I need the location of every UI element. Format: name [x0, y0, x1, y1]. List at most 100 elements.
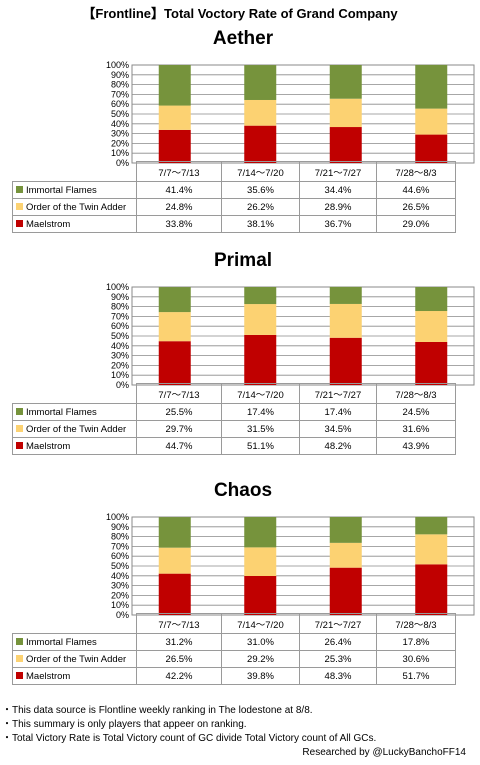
y-tick-label: 40% — [111, 119, 129, 129]
data-table: 7/7～7/13 7/14～7/20 7/21～7/27 7/28～8/3 Immort… — [12, 613, 456, 685]
legend-entry: Immortal Flames — [12, 403, 137, 421]
table-corner — [12, 161, 137, 182]
y-tick-label: 90% — [111, 522, 129, 532]
data-label: 17.4% — [221, 403, 300, 421]
table-row: Order of the Twin Adder 29.7% 31.5% 34.5% 31… — [12, 420, 456, 438]
y-tick-label: 10% — [111, 600, 129, 610]
stacked-bar-chart: 100%90%80%70%60%50%40%30%20%10%0% — [106, 60, 475, 168]
data-label: 34.5% — [299, 420, 377, 438]
bar-segment-immortal-flames — [415, 287, 448, 312]
data-label: 36.7% — [299, 215, 377, 233]
data-label: 34.4% — [299, 181, 377, 199]
data-label: 51.1% — [221, 437, 300, 455]
legend-entry: Order of the Twin Adder — [12, 650, 137, 668]
bar-segment-order-of-the-twin-adder — [329, 303, 362, 338]
chart-title: Primal — [213, 250, 273, 271]
x-category-label: 7/28～8/3 — [376, 161, 456, 182]
table-row: Maelstrom 44.7% 51.1% 48.2% 43.9% — [12, 437, 456, 455]
y-tick-label: 50% — [111, 331, 129, 341]
series-name: Order of the Twin Adder — [26, 423, 127, 435]
data-label: 35.6% — [221, 181, 300, 199]
bar-segment-order-of-the-twin-adder — [329, 542, 362, 568]
y-tick-label: 70% — [111, 89, 129, 99]
bar-segment-maelstrom — [415, 341, 448, 385]
data-label: 26.2% — [221, 198, 300, 216]
legend-entry: Order of the Twin Adder — [12, 420, 137, 438]
data-label: 30.6% — [376, 650, 456, 668]
series-name: Immortal Flames — [26, 406, 97, 418]
bar-segment-immortal-flames — [415, 64, 448, 109]
table-row: Maelstrom 33.8% 38.1% 36.7% 29.0% — [12, 215, 456, 233]
table-corner — [12, 613, 137, 634]
legend-swatch — [16, 441, 23, 449]
y-tick-label: 50% — [111, 109, 129, 119]
bar-segment-immortal-flames — [329, 65, 362, 99]
y-tick-label: 60% — [111, 99, 129, 109]
table-row: Immortal Flames 25.5% 17.4% 17.4% 24.5% — [12, 403, 456, 421]
x-category-label: 7/7～7/13 — [136, 161, 222, 182]
bar-segment-order-of-the-twin-adder — [415, 108, 448, 135]
y-tick-label: 60% — [111, 551, 129, 561]
note-1: ・This data source is Flontline weekly ra… — [2, 705, 313, 716]
table-corner — [12, 383, 137, 404]
y-tick-label: 10% — [111, 148, 129, 158]
bar-segment-maelstrom — [329, 337, 362, 385]
x-category-label: 7/21～7/27 — [299, 383, 377, 404]
table-row: Order of the Twin Adder 26.5% 29.2% 25.3% 30… — [12, 650, 456, 668]
table-row: Maelstrom 42.2% 39.8% 48.3% 51.7% — [12, 667, 456, 685]
stacked-bar-chart: 100%90%80%70%60%50%40%30%20%10%0% — [106, 512, 475, 620]
data-label: 44.7% — [136, 437, 222, 455]
y-tick-label: 70% — [111, 541, 129, 551]
bar-segment-immortal-flames — [415, 516, 448, 535]
data-label: 33.8% — [136, 215, 222, 233]
x-category-label: 7/28～8/3 — [376, 613, 456, 634]
bar-segment-immortal-flames — [329, 286, 362, 304]
bar-segment-order-of-the-twin-adder — [158, 105, 191, 130]
bar-segment-immortal-flames — [244, 287, 277, 305]
series-name: Maelstrom — [26, 670, 71, 682]
legend-swatch — [16, 202, 23, 210]
data-label: 43.9% — [376, 437, 456, 455]
x-category-label: 7/14～7/20 — [221, 613, 300, 634]
data-label: 31.2% — [136, 633, 222, 651]
data-label: 29.7% — [136, 420, 222, 438]
y-tick-label: 30% — [111, 581, 129, 591]
bar-segment-maelstrom — [244, 334, 277, 385]
bar-segment-maelstrom — [415, 564, 448, 615]
x-category-label: 7/28～8/3 — [376, 383, 456, 404]
legend-entry: Immortal Flames — [12, 181, 137, 199]
series-name: Order of the Twin Adder — [26, 201, 127, 213]
x-category-label: 7/21～7/27 — [299, 161, 377, 182]
bar-segment-order-of-the-twin-adder — [244, 547, 277, 576]
table-row: Immortal Flames 41.4% 35.6% 34.4% 44.6% — [12, 181, 456, 199]
y-tick-label: 80% — [111, 302, 129, 312]
y-tick-label: 100% — [106, 60, 129, 70]
bar-segment-maelstrom — [329, 127, 362, 163]
chart-title: Aether — [212, 28, 274, 49]
data-label: 24.5% — [376, 403, 456, 421]
legend-entry: Immortal Flames — [12, 633, 137, 651]
data-label: 31.0% — [221, 633, 300, 651]
bar-segment-order-of-the-twin-adder — [244, 99, 277, 126]
data-label: 25.3% — [299, 650, 377, 668]
y-tick-label: 40% — [111, 341, 129, 351]
notes: ・This data source is Flontline weekly ra… — [2, 704, 478, 760]
y-tick-label: 40% — [111, 571, 129, 581]
bar-segment-order-of-the-twin-adder — [158, 312, 191, 342]
y-tick-label: 70% — [111, 311, 129, 321]
series-name: Order of the Twin Adder — [26, 653, 127, 665]
bar-segment-maelstrom — [244, 125, 277, 163]
series-name: Maelstrom — [26, 218, 71, 230]
legend-entry: Maelstrom — [12, 437, 137, 455]
bar-segment-immortal-flames — [158, 65, 191, 106]
data-label: 48.3% — [299, 667, 377, 685]
bar-segment-order-of-the-twin-adder — [244, 304, 277, 335]
legend-swatch — [16, 185, 23, 193]
y-tick-label: 30% — [111, 351, 129, 361]
bar-segment-order-of-the-twin-adder — [329, 98, 362, 128]
data-label: 38.1% — [221, 215, 300, 233]
series-name: Immortal Flames — [26, 184, 97, 196]
data-label: 44.6% — [376, 181, 456, 199]
y-tick-label: 80% — [111, 532, 129, 542]
bar-segment-immortal-flames — [244, 517, 277, 548]
